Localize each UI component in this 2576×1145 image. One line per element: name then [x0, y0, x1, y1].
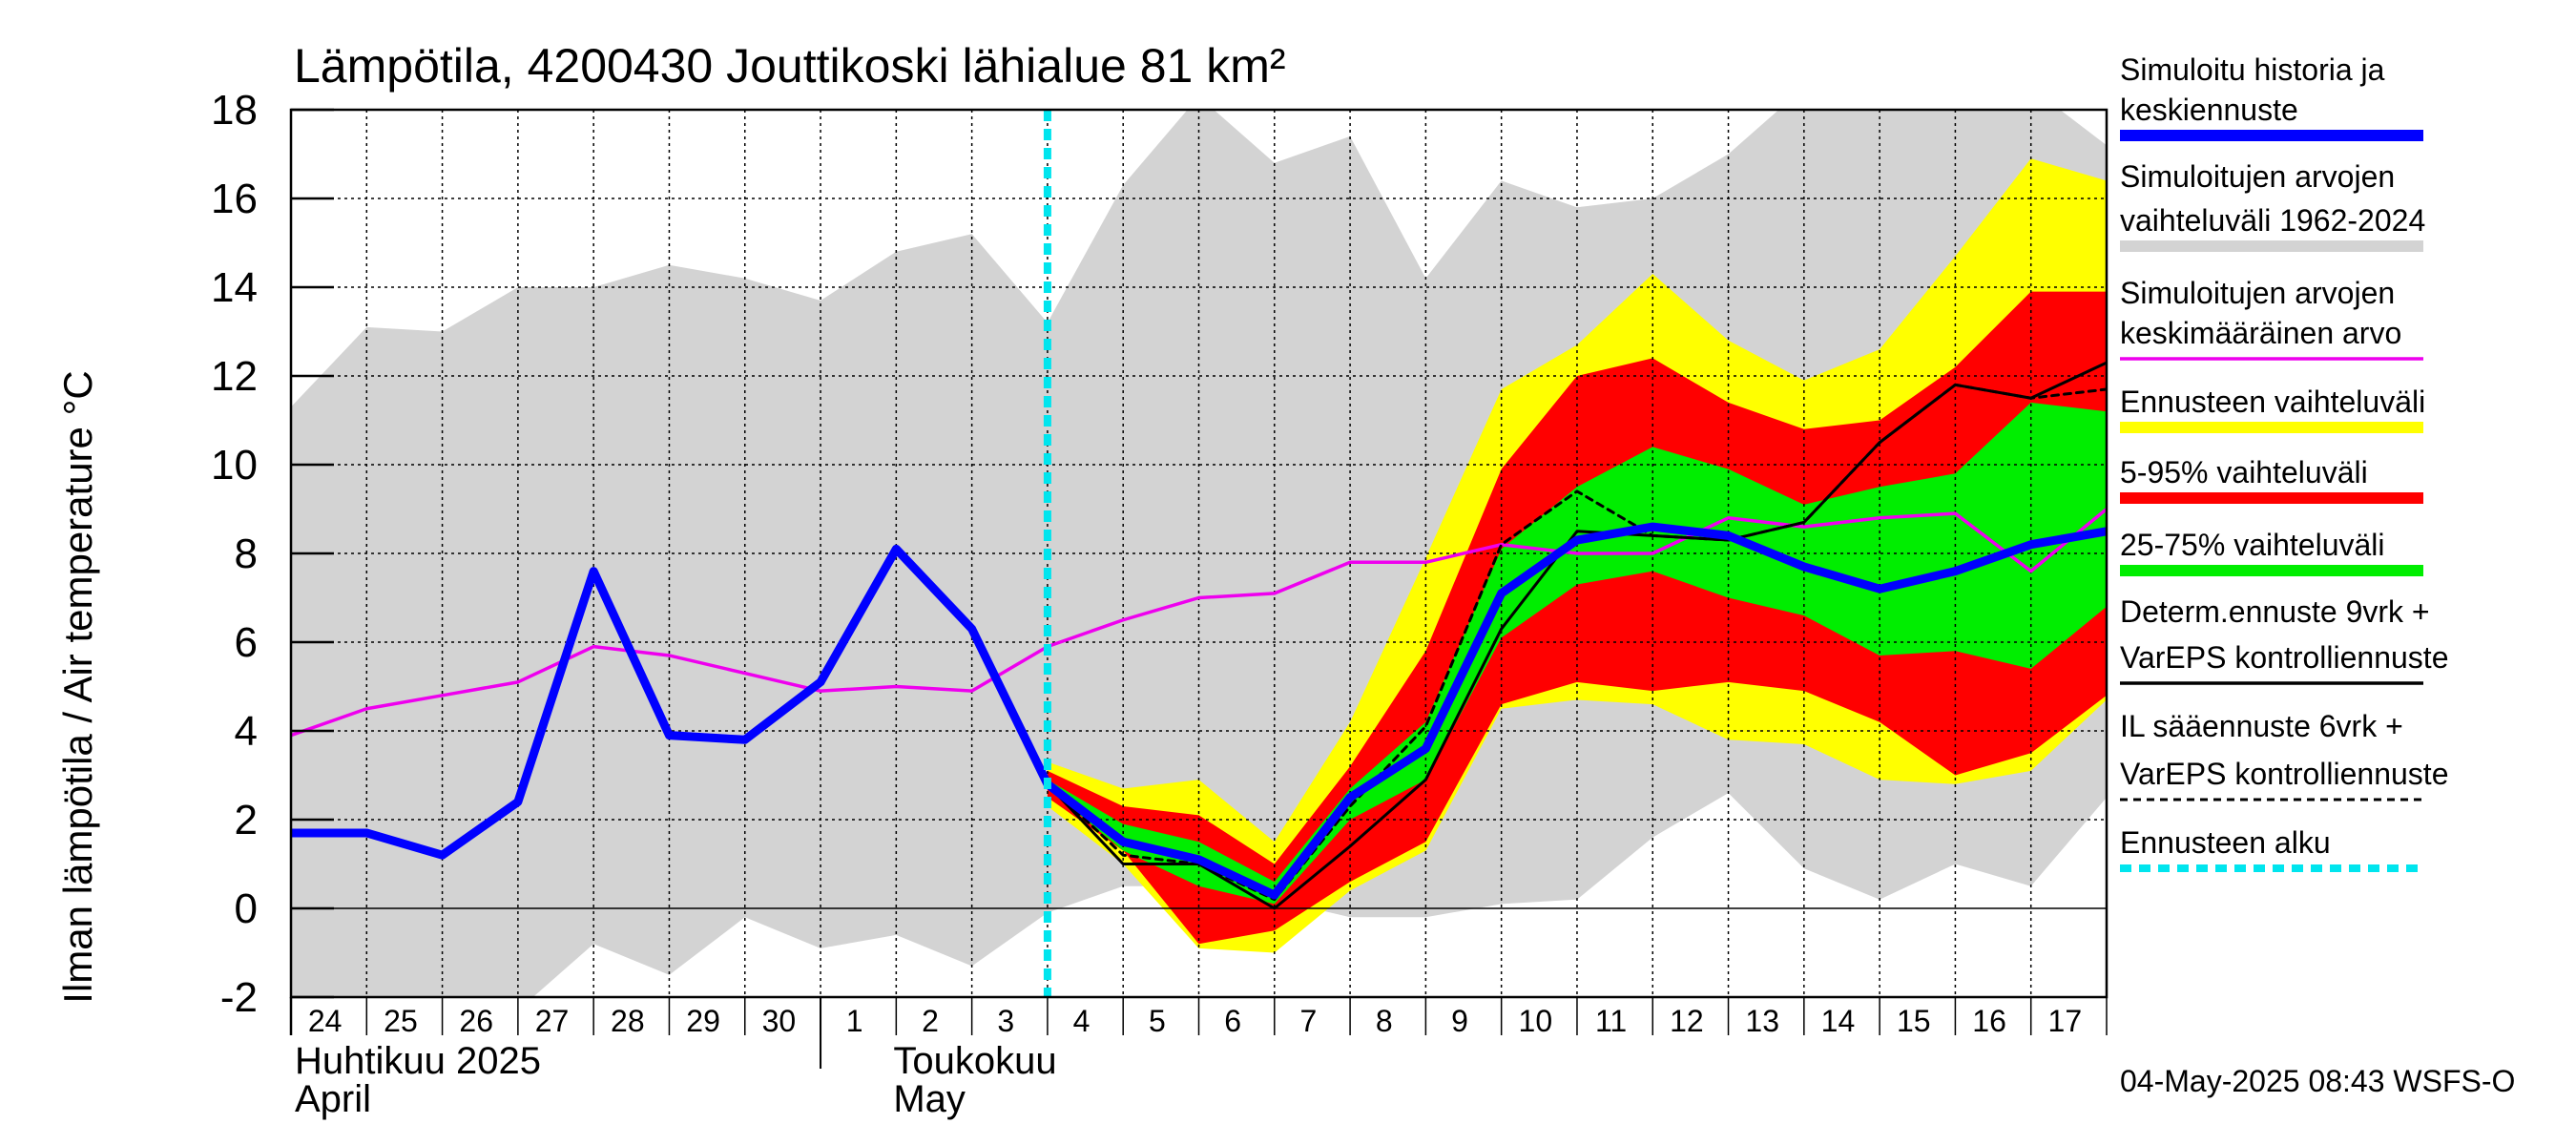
legend-label: Determ.ennuste 9vrk +: [2120, 594, 2430, 629]
y-tick-label: 4: [235, 708, 258, 755]
x-day-label: 24: [308, 1004, 343, 1038]
timestamp-footer: 04-May-2025 08:43 WSFS-O: [2120, 1064, 2515, 1098]
y-tick-label: 10: [211, 442, 258, 489]
month-label: Toukokuu: [893, 1040, 1056, 1082]
x-day-label: 9: [1451, 1004, 1468, 1038]
x-day-label: 15: [1897, 1004, 1931, 1038]
x-day-label: 25: [384, 1004, 418, 1038]
x-day-label: 11: [1595, 1004, 1627, 1038]
band-3: [1047, 402, 2107, 905]
chart-title: Lämpötila, 4200430 Jouttikoski lähialue …: [294, 39, 1286, 93]
x-day-label: 17: [2048, 1004, 2083, 1038]
x-day-label: 12: [1670, 1004, 1704, 1038]
series-line-2: [970, 361, 2107, 910]
x-day-label: 30: [762, 1004, 797, 1038]
legend-label: keskiennuste: [2120, 93, 2298, 127]
x-day-label: 8: [1376, 1004, 1393, 1038]
month-label: Huhtikuu 2025: [295, 1040, 541, 1082]
series-lines: [291, 110, 2107, 997]
y-tick-label: 12: [211, 353, 258, 400]
y-tick-label: 8: [235, 531, 258, 577]
y-tick-label: 6: [235, 619, 258, 666]
x-day-label: 7: [1300, 1004, 1318, 1038]
y-tick-label: 2: [235, 797, 258, 843]
x-day-label: 28: [611, 1004, 645, 1038]
y-tick-label: 16: [211, 176, 258, 222]
legend-label: VarEPS kontrolliennuste: [2120, 640, 2448, 675]
axes: [289, 108, 2109, 1069]
legend-label: Simuloitujen arvojen: [2120, 159, 2395, 194]
y-tick-label: 18: [211, 87, 258, 134]
legend-label: Simuloitujen arvojen: [2120, 276, 2395, 310]
x-day-label: 14: [1821, 1004, 1856, 1038]
legend-label: vaihteluväli 1962-2024: [2120, 203, 2425, 238]
y-tick-label: 0: [235, 885, 258, 932]
legend-label: keskimääräinen arvo: [2120, 316, 2401, 350]
x-day-label: 3: [997, 1004, 1014, 1038]
month-label-en: May: [893, 1078, 966, 1120]
legend-label: IL sääennuste 6vrk +: [2120, 709, 2403, 743]
x-day-label: 26: [459, 1004, 493, 1038]
series-line-3: [291, 522, 2107, 900]
x-day-label: 27: [535, 1004, 570, 1038]
x-day-label: 13: [1745, 1004, 1779, 1038]
legend-label: VarEPS kontrolliennuste: [2120, 757, 2448, 791]
legend-label: Ennusteen alku: [2120, 825, 2331, 860]
x-day-label: 2: [922, 1004, 939, 1038]
y-tick-label: -2: [220, 974, 258, 1021]
x-day-label: 16: [1972, 1004, 2006, 1038]
legend-label: Ennusteen vaihteluväli: [2120, 385, 2425, 419]
legend-label: 5-95% vaihteluväli: [2120, 455, 2368, 489]
month-label-en: April: [295, 1078, 371, 1120]
x-day-label: 10: [1519, 1004, 1553, 1038]
legend-label: 25-75% vaihteluväli: [2120, 528, 2385, 562]
x-day-label: 4: [1073, 1004, 1091, 1038]
y-axis-title: Ilman lämpötila / Air temperature °C: [55, 370, 100, 1003]
x-day-label: 5: [1149, 1004, 1166, 1038]
y-tick-label: 14: [211, 264, 258, 311]
x-day-label: 6: [1224, 1004, 1241, 1038]
x-day-label: 1: [846, 1004, 863, 1038]
x-day-label: 29: [686, 1004, 720, 1038]
legend: Simuloitu historia ja keskiennuste Simuloi…: [2120, 52, 2448, 872]
series-line-0: [291, 507, 2107, 738]
legend-label: Simuloitu historia ja: [2120, 52, 2385, 87]
